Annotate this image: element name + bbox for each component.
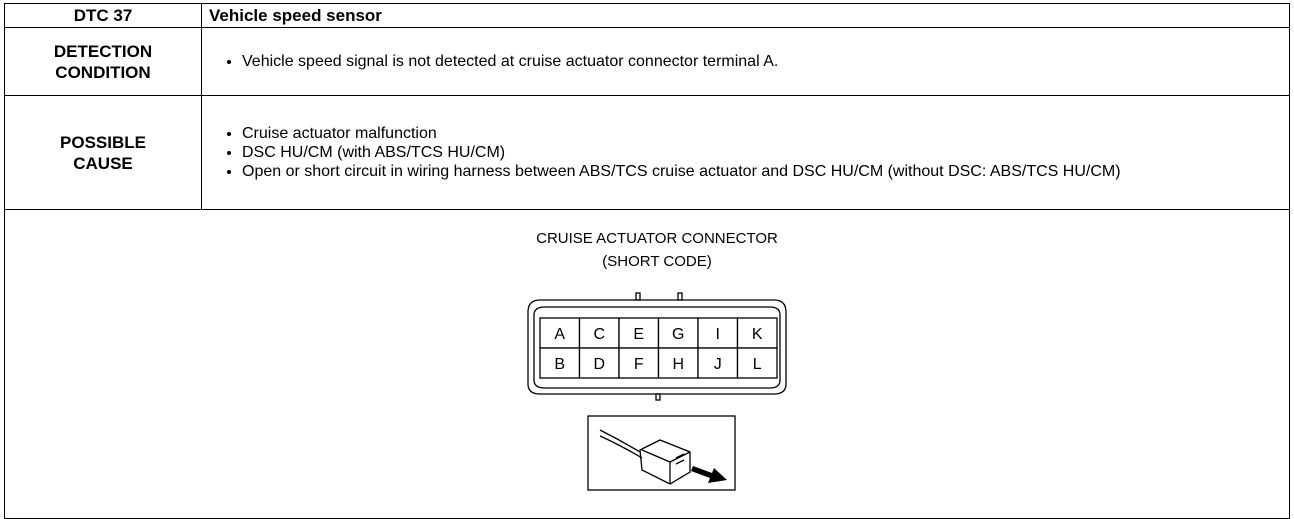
pin-cell [618, 317, 660, 349]
pin-cell [578, 347, 620, 379]
pin-label: F [634, 356, 644, 373]
pin-label: A [554, 326, 565, 343]
row-content: Cruise actuator malfunctionDSC HU/CM (wi… [201, 95, 1290, 210]
pin-label: C [593, 326, 605, 343]
pin-label: K [752, 326, 763, 343]
bullet-list: Cruise actuator malfunctionDSC HU/CM (wi… [202, 124, 1151, 181]
pin-label: B [554, 356, 565, 373]
pin-label: L [753, 356, 762, 373]
pin-cell [539, 347, 581, 379]
bullet-item: DSC HU/CM (with ABS/TCS HU/CM) [242, 143, 1121, 162]
row-label: DETECTION CONDITION [4, 27, 202, 96]
connector-outline [527, 292, 787, 491]
pin-label: G [672, 326, 684, 343]
pin-label: I [716, 326, 720, 343]
bullet-item: Open or short circuit in wiring harness … [242, 162, 1121, 181]
pin-label: H [672, 356, 684, 373]
pin-cell [618, 347, 660, 379]
pin-cell [736, 347, 778, 379]
bullet-item: Vehicle speed signal is not detected at … [242, 52, 778, 71]
bullet-item: Cruise actuator malfunction [242, 124, 1121, 143]
pin-cell [578, 317, 620, 349]
pin-cell [657, 347, 699, 379]
pin-label: D [593, 356, 605, 373]
pin-label: E [633, 326, 644, 343]
pin-label: J [714, 356, 722, 373]
arrow [691, 466, 727, 483]
diagram-title: CRUISE ACTUATOR CONNECTOR [536, 230, 778, 247]
pin-cell [697, 347, 739, 379]
pin-cell [736, 317, 778, 349]
bullet-list: Vehicle speed signal is not detected at … [202, 52, 778, 71]
diagram-subtitle: (SHORT CODE) [602, 253, 711, 270]
